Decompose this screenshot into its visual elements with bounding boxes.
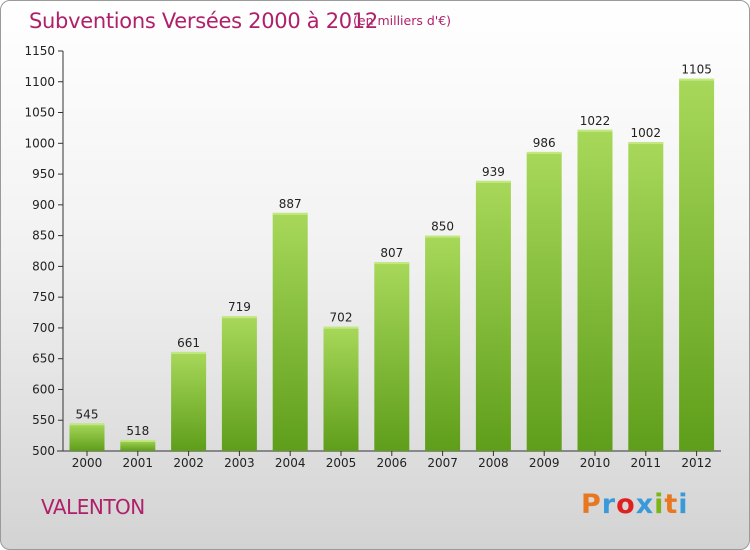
commune-name: VALENTON [41,495,145,519]
y-tick-label: 550 [32,413,55,427]
x-tick-label: 2010 [580,456,611,470]
bar [475,180,511,451]
bar-highlight [221,316,257,319]
chart-bars [69,78,715,452]
bar-value-label: 986 [533,136,556,150]
bar [272,212,308,451]
bar-value-label: 518 [126,424,149,438]
bar-highlight [425,235,461,238]
bar [171,351,207,451]
bar-value-label: 1105 [681,63,712,77]
y-tick-label: 850 [32,229,55,243]
bar [526,151,562,451]
bar-value-label: 702 [330,311,353,325]
y-tick-label: 1150 [24,44,55,58]
chart-labels: 545 2000 518 2001 661 2002 719 2003 887 2004 702 20… [72,63,712,470]
bar-highlight [374,262,410,265]
bar-highlight [628,142,664,145]
bar-highlight [323,326,359,329]
x-tick-label: 2012 [681,456,712,470]
bar [323,326,359,451]
x-tick-label: 2000 [72,456,103,470]
bar-highlight [577,129,613,132]
bar [374,262,410,451]
logo-letter: x [635,489,655,520]
bar [120,439,156,451]
logo-letter: P [581,489,602,520]
bar-value-label: 1022 [580,114,611,128]
y-tick-label: 900 [32,198,55,212]
bar [425,235,461,451]
y-tick-label: 600 [32,382,55,396]
bar-highlight [475,180,511,183]
x-tick-label: 2003 [224,456,255,470]
y-tick-label: 650 [32,352,55,366]
bar-value-label: 887 [279,197,302,211]
bar-value-label: 661 [177,336,200,350]
logo-letter: t [664,489,679,520]
bar-highlight [272,212,308,215]
bar [221,316,257,451]
x-tick-label: 2001 [123,456,154,470]
x-tick-label: 2009 [529,456,560,470]
bar [577,129,613,451]
bar-value-label: 1002 [631,126,662,140]
y-tick-label: 750 [32,290,55,304]
x-tick-label: 2008 [478,456,509,470]
y-tick-label: 1000 [24,136,55,150]
y-tick-label: 500 [32,444,55,458]
y-tick-label: 700 [32,321,55,335]
bar-value-label: 850 [431,220,454,234]
bar-value-label: 939 [482,165,505,179]
bar-highlight [171,351,207,354]
bar-highlight [120,439,156,442]
chart-axes: 500 550 600 650 700 750 800 850 900 950 1000 1050 11… [24,44,721,458]
bar-value-label: 807 [380,246,403,260]
bar-highlight [69,423,105,426]
bar [69,423,105,451]
logo-letter: r [601,489,617,520]
bar-value-label: 719 [228,300,251,314]
x-tick-label: 2011 [631,456,662,470]
chart-title: Subventions Versées 2000 à 2012 [29,9,378,33]
bar [679,78,715,451]
x-tick-label: 2002 [173,456,204,470]
proxiti-logo: Proxiti [581,489,689,520]
logo-letter: i [678,489,689,520]
x-tick-label: 2005 [326,456,357,470]
x-tick-label: 2004 [275,456,306,470]
bar-highlight [679,78,715,81]
y-tick-label: 950 [32,167,55,181]
x-tick-label: 2007 [427,456,458,470]
y-tick-label: 1050 [24,106,55,120]
chart-unit: (en milliers d'€) [353,13,452,28]
bar-value-label: 545 [76,407,99,421]
logo-letter: o [616,489,636,520]
y-tick-label: 1100 [24,75,55,89]
bar [628,142,664,452]
logo-letter: i [654,489,665,520]
y-tick-label: 800 [32,259,55,273]
x-tick-label: 2006 [377,456,408,470]
bar-highlight [526,151,562,154]
